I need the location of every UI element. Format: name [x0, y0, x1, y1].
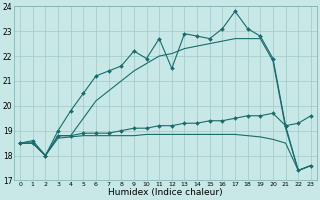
X-axis label: Humidex (Indice chaleur): Humidex (Indice chaleur)	[108, 188, 223, 197]
